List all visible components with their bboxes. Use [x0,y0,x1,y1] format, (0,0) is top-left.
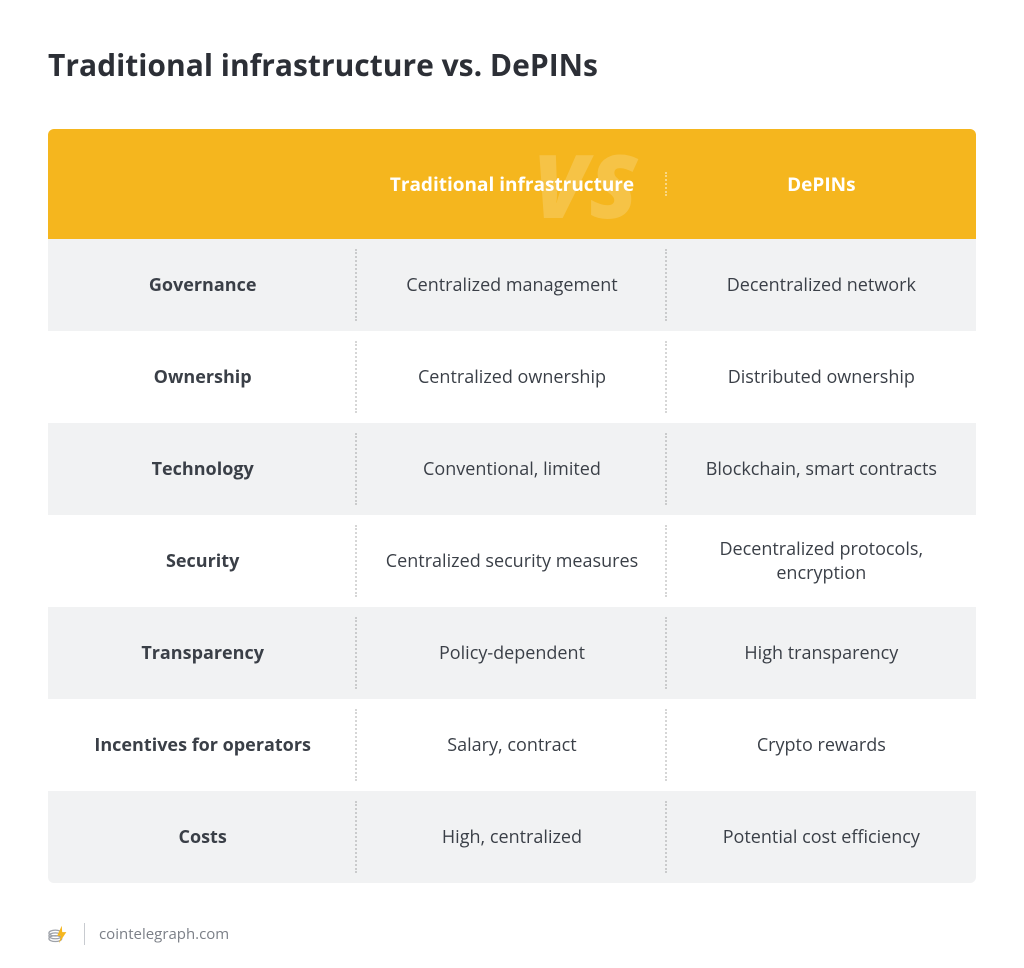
header-col-empty [48,174,357,194]
table-row: Transparency Policy-dependent High transpa… [48,607,976,699]
row-label-text: Security [166,549,239,573]
cell-traditional: Policy-dependent [357,607,666,699]
cell-traditional-text: Centralized ownership [418,365,606,389]
cell-traditional: Salary, contract [357,699,666,791]
cell-depins: Crypto rewards [667,699,976,791]
cointelegraph-logo-icon [48,923,70,945]
table-row: Security Centralized security measures Dec… [48,515,976,607]
table-row: Ownership Centralized ownership Distribute… [48,331,976,423]
row-label-text: Ownership [154,365,252,389]
row-label: Technology [48,423,357,515]
cell-depins-text: Decentralized protocols, encryption [685,537,958,586]
row-label-text: Transparency [141,641,264,665]
row-label: Security [48,515,357,607]
comparison-table: VS Traditional infrastructure DePINs Gov… [48,129,976,883]
row-label-text: Incentives for operators [94,733,311,757]
cell-depins: Decentralized network [667,239,976,331]
footer-divider [84,923,85,945]
header-label-depins: DePINs [787,172,855,197]
footer: cointelegraph.com [48,923,976,945]
cell-depins: Decentralized protocols, encryption [667,515,976,607]
cell-traditional: Centralized management [357,239,666,331]
cell-traditional-text: Policy-dependent [439,641,585,665]
cell-depins-text: Crypto rewards [757,733,886,757]
header-label-traditional: Traditional infrastructure [390,172,634,197]
cell-depins-text: Decentralized network [727,273,916,297]
cell-depins: Distributed ownership [667,331,976,423]
row-label: Governance [48,239,357,331]
row-label-text: Technology [152,457,254,481]
row-label: Transparency [48,607,357,699]
row-label: Costs [48,791,357,883]
cell-depins: Potential cost efficiency [667,791,976,883]
table-row: Governance Centralized management Decentra… [48,239,976,331]
cell-traditional-text: Conventional, limited [423,457,601,481]
row-label-text: Costs [179,825,227,849]
row-label: Incentives for operators [48,699,357,791]
table-body: Governance Centralized management Decentra… [48,239,976,883]
table-row: Incentives for operators Salary, contract… [48,699,976,791]
header-col-traditional: Traditional infrastructure [357,162,666,207]
table-row: Costs High, centralized Potential cost eff… [48,791,976,883]
row-label: Ownership [48,331,357,423]
cell-traditional: High, centralized [357,791,666,883]
footer-site: cointelegraph.com [99,924,229,944]
cell-depins-text: High transparency [744,641,898,665]
cell-traditional-text: Centralized management [406,273,617,297]
cell-depins-text: Distributed ownership [728,365,915,389]
cell-traditional: Conventional, limited [357,423,666,515]
cell-traditional: Centralized ownership [357,331,666,423]
cell-depins: High transparency [667,607,976,699]
cell-depins-text: Blockchain, smart contracts [706,457,937,481]
cell-depins: Blockchain, smart contracts [667,423,976,515]
row-label-text: Governance [149,273,257,297]
cell-traditional: Centralized security measures [357,515,666,607]
cell-traditional-text: Salary, contract [447,733,576,757]
table-header: VS Traditional infrastructure DePINs [48,129,976,239]
page-title: Traditional infrastructure vs. DePINs [48,44,976,85]
cell-traditional-text: High, centralized [442,825,582,849]
cell-depins-text: Potential cost efficiency [723,825,920,849]
cell-traditional-text: Centralized security measures [386,549,638,573]
header-col-depins: DePINs [667,162,976,207]
table-row: Technology Conventional, limited Blockchai… [48,423,976,515]
